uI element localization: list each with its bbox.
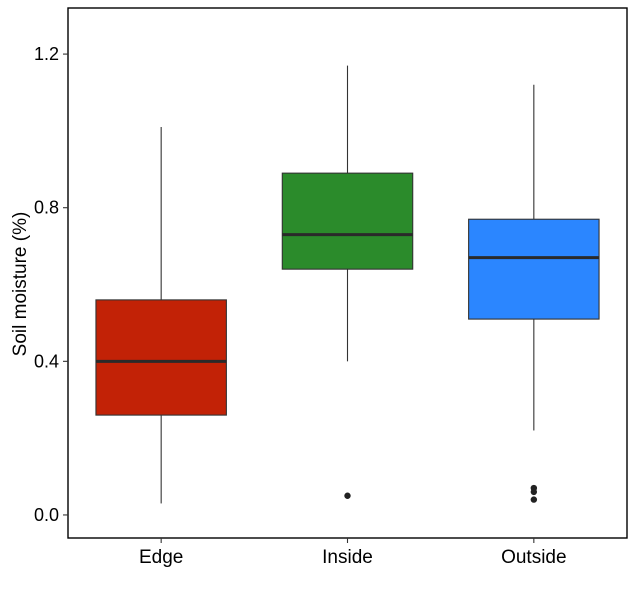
y-axis-label: Soil moisture (%): [10, 212, 31, 357]
y-tick-label-4: 1.2: [34, 44, 59, 64]
box-inside: [281, 172, 414, 270]
plot-layer: 0.0 0.4 0.8 1.2 Edge Inside Outside: [34, 7, 628, 568]
y-tick-label-3: 0.8: [34, 198, 59, 218]
x-tick-label-outside: Outside: [501, 547, 566, 568]
y-tick-label-1: 0.0: [34, 505, 59, 525]
x-tick-label-edge: Edge: [139, 547, 183, 568]
outlier-point-outside-3: [530, 496, 538, 503]
outlier-point-outside-2: [530, 488, 538, 496]
box-edge: [95, 299, 227, 416]
y-tick-label-2: 0.4: [34, 351, 59, 371]
box-outside: [468, 218, 600, 320]
x-tick-label-inside: Inside: [322, 547, 373, 568]
outlier-point-inside-1: [344, 492, 351, 499]
